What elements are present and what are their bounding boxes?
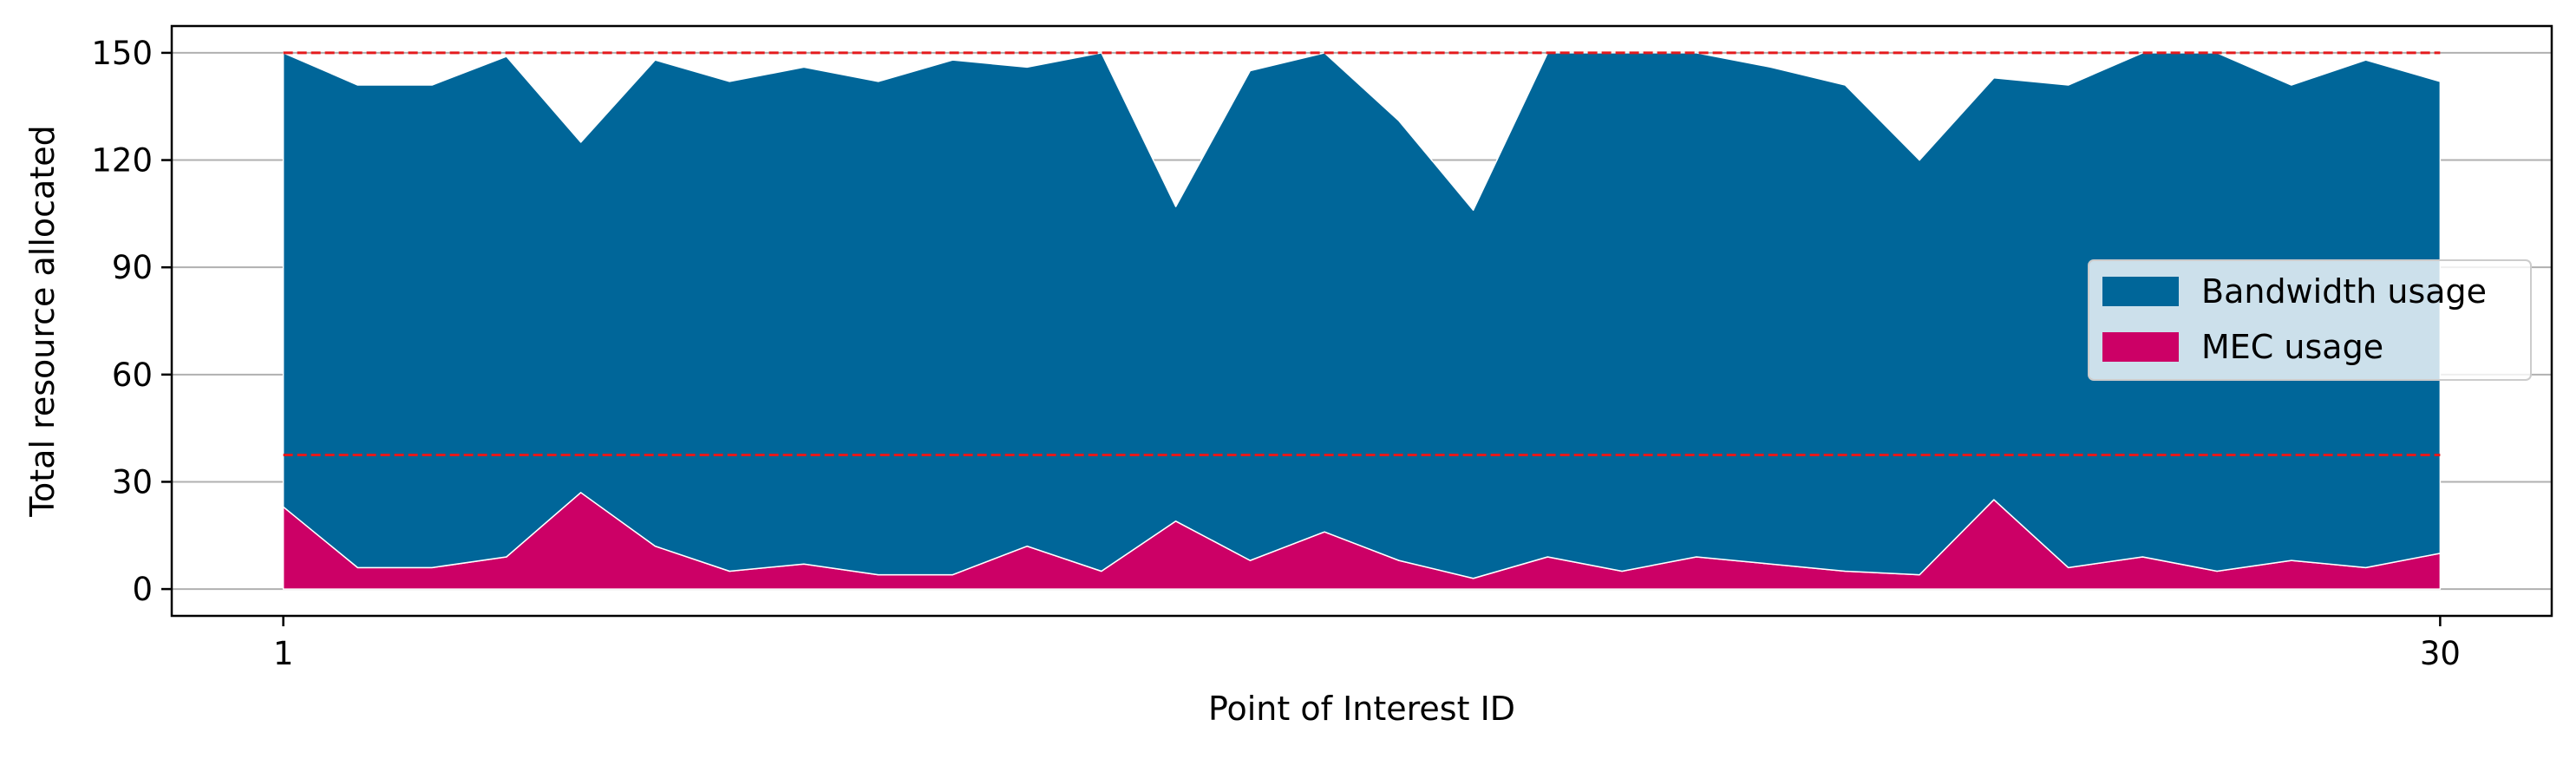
y-tick-label: 30 xyxy=(112,463,153,501)
x-axis-label: Point of Interest ID xyxy=(1208,690,1515,728)
y-tick-label: 60 xyxy=(112,357,153,394)
y-tick-label: 120 xyxy=(91,142,153,180)
y-tick-label: 0 xyxy=(132,571,153,608)
y-axis-label: Total resource allocated xyxy=(23,125,62,518)
legend-box xyxy=(2088,259,2532,381)
x-tick-label: 30 xyxy=(2420,635,2461,672)
y-tick-label: 150 xyxy=(91,35,153,72)
legend-swatch xyxy=(2102,332,2179,362)
legend-swatch xyxy=(2102,277,2179,306)
legend-label: Bandwidth usage xyxy=(2201,272,2487,311)
x-tick-label: 1 xyxy=(273,635,294,672)
series-area-bandwidth-usage xyxy=(282,52,2442,579)
legend-label: MEC usage xyxy=(2201,328,2383,366)
y-tick-label: 90 xyxy=(112,249,153,286)
legend: Bandwidth usage MEC usage xyxy=(2088,259,2532,381)
plot-frame xyxy=(170,24,2553,618)
